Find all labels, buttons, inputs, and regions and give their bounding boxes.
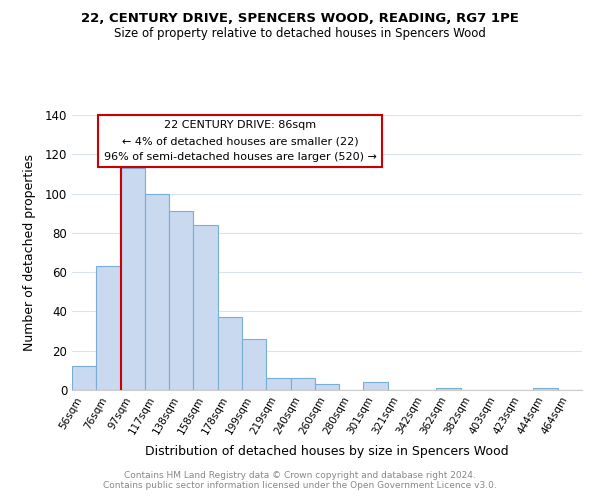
Bar — [242, 339, 266, 390]
X-axis label: Distribution of detached houses by size in Spencers Wood: Distribution of detached houses by size … — [145, 444, 509, 458]
Bar — [96, 266, 121, 390]
Text: 22 CENTURY DRIVE: 86sqm
← 4% of detached houses are smaller (22)
96% of semi-det: 22 CENTURY DRIVE: 86sqm ← 4% of detached… — [104, 120, 377, 162]
Bar — [121, 168, 145, 390]
Text: Contains HM Land Registry data © Crown copyright and database right 2024.: Contains HM Land Registry data © Crown c… — [124, 471, 476, 480]
Bar — [436, 388, 461, 390]
Bar — [364, 382, 388, 390]
Bar — [315, 384, 339, 390]
Bar — [533, 388, 558, 390]
Bar — [169, 211, 193, 390]
Text: 22, CENTURY DRIVE, SPENCERS WOOD, READING, RG7 1PE: 22, CENTURY DRIVE, SPENCERS WOOD, READIN… — [81, 12, 519, 26]
Bar — [72, 366, 96, 390]
Bar — [145, 194, 169, 390]
Text: Contains public sector information licensed under the Open Government Licence v3: Contains public sector information licen… — [103, 481, 497, 490]
Bar — [193, 225, 218, 390]
Bar — [218, 318, 242, 390]
Text: Size of property relative to detached houses in Spencers Wood: Size of property relative to detached ho… — [114, 28, 486, 40]
Bar — [290, 378, 315, 390]
Bar — [266, 378, 290, 390]
Y-axis label: Number of detached properties: Number of detached properties — [23, 154, 37, 351]
